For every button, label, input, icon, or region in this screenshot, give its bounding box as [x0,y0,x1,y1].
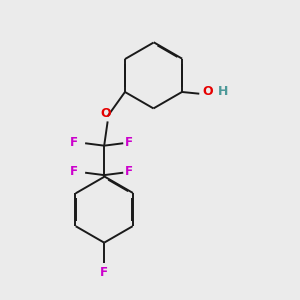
Text: F: F [70,165,78,178]
Text: O: O [202,85,213,98]
Text: F: F [124,136,132,149]
Text: F: F [70,136,78,149]
Text: O: O [100,107,111,120]
Text: H: H [218,85,229,98]
Text: F: F [100,266,108,279]
Text: F: F [124,165,132,178]
